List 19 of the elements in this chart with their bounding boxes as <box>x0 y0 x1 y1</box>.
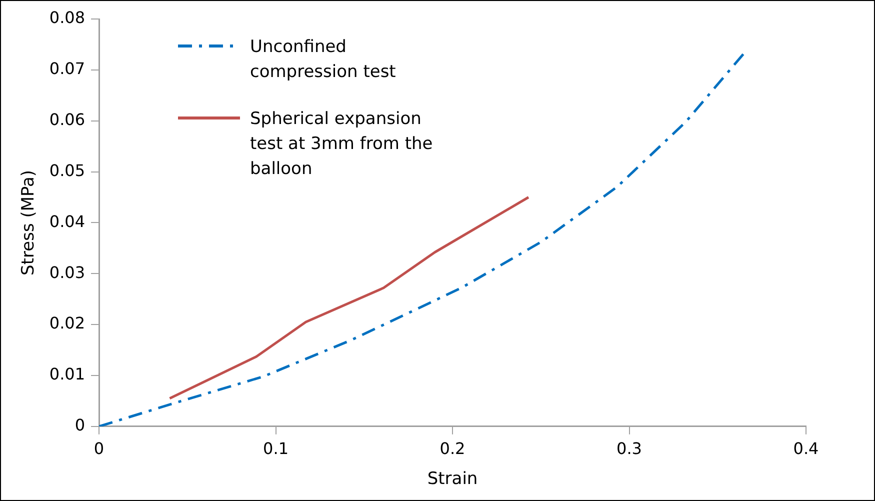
x-tick-label: 0.2 <box>440 439 466 458</box>
y-tick-label: 0 <box>74 416 86 435</box>
y-tick-label: 0.02 <box>49 314 86 333</box>
y-axis-title: Stress (MPa) <box>18 170 39 276</box>
legend-label: Unconfined compression test <box>250 36 397 84</box>
y-tick-label: 0.03 <box>49 262 86 282</box>
y-tick-label: 0.04 <box>49 212 86 231</box>
x-tick-label: 0.3 <box>616 439 642 458</box>
y-tick-label: 0.08 <box>49 8 86 28</box>
y-tick-label: 0.01 <box>49 364 86 384</box>
legend-label: Spherical expansion test at 3mm from the balloon <box>250 108 434 181</box>
y-tick-label: 0.06 <box>49 110 86 130</box>
x-tick-label: 0 <box>94 439 104 458</box>
y-tick-label: 0.05 <box>49 160 86 180</box>
x-axis-title: Strain <box>427 469 478 490</box>
line-series <box>99 52 746 426</box>
y-tick-label: 0.07 <box>49 59 86 78</box>
x-tick-label: 0.4 <box>793 439 819 458</box>
x-tick-label: 0.1 <box>263 439 288 458</box>
